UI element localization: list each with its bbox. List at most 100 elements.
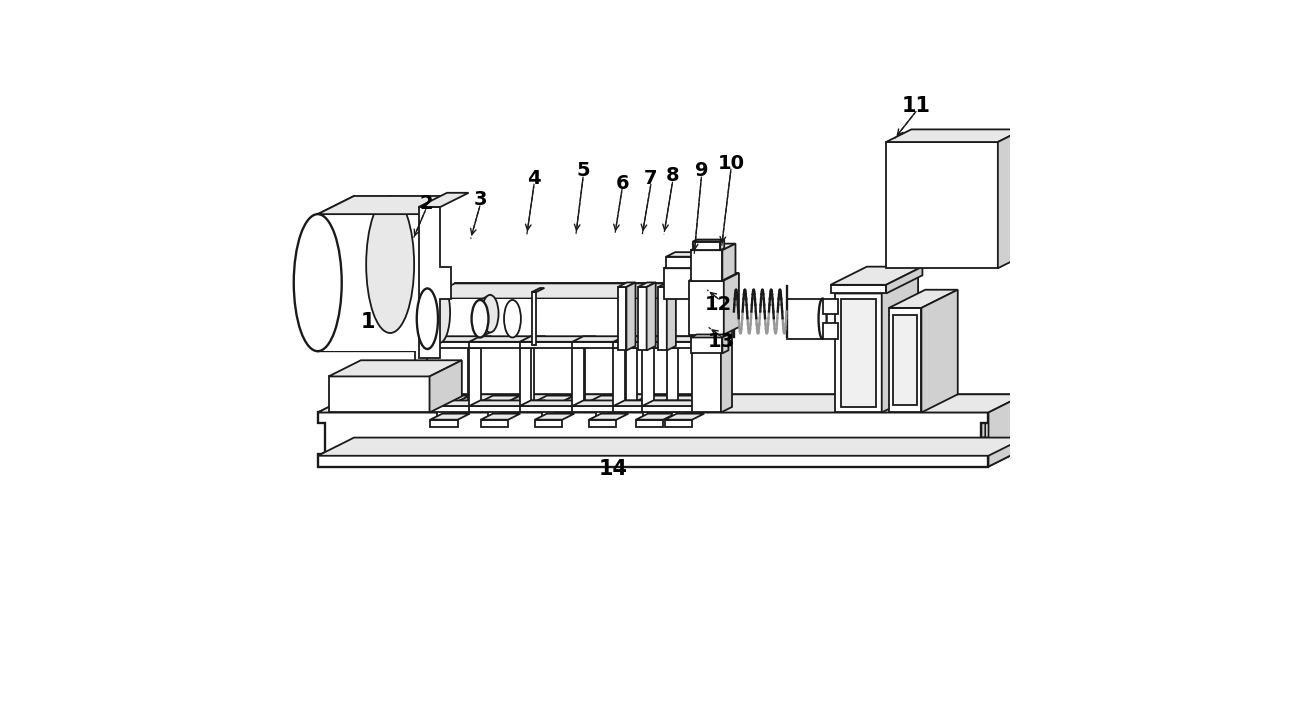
Polygon shape <box>613 336 690 342</box>
Polygon shape <box>573 348 583 406</box>
Polygon shape <box>638 282 656 287</box>
Polygon shape <box>691 244 735 251</box>
Ellipse shape <box>294 214 342 351</box>
Polygon shape <box>469 400 546 406</box>
Polygon shape <box>886 130 1024 142</box>
Bar <box>840 299 876 407</box>
Polygon shape <box>520 336 596 342</box>
Polygon shape <box>588 402 616 409</box>
Polygon shape <box>664 395 675 409</box>
Text: 2: 2 <box>420 194 433 213</box>
Polygon shape <box>425 283 731 298</box>
Polygon shape <box>690 273 739 280</box>
Polygon shape <box>535 395 574 402</box>
Polygon shape <box>562 395 574 409</box>
Bar <box>318 214 422 351</box>
Polygon shape <box>659 282 675 287</box>
Polygon shape <box>573 336 648 342</box>
Polygon shape <box>616 395 629 409</box>
Polygon shape <box>535 402 562 409</box>
Text: 3: 3 <box>473 190 487 209</box>
Polygon shape <box>694 263 705 298</box>
Polygon shape <box>329 361 462 376</box>
Polygon shape <box>573 400 648 406</box>
Polygon shape <box>647 282 656 350</box>
Ellipse shape <box>482 295 499 332</box>
Polygon shape <box>416 406 481 413</box>
Ellipse shape <box>366 196 414 333</box>
Polygon shape <box>588 420 616 427</box>
Polygon shape <box>481 395 521 402</box>
Polygon shape <box>989 395 1025 424</box>
Polygon shape <box>882 275 918 413</box>
Polygon shape <box>520 400 596 406</box>
Text: 12: 12 <box>705 295 733 313</box>
Polygon shape <box>469 336 546 342</box>
Polygon shape <box>835 275 918 293</box>
Polygon shape <box>416 336 491 342</box>
Ellipse shape <box>417 288 438 349</box>
Text: 1: 1 <box>361 312 375 332</box>
Polygon shape <box>318 395 1025 413</box>
Polygon shape <box>691 251 722 280</box>
Polygon shape <box>457 395 470 409</box>
Polygon shape <box>613 406 678 413</box>
Polygon shape <box>325 424 981 456</box>
Polygon shape <box>707 336 718 348</box>
Polygon shape <box>635 402 664 409</box>
Polygon shape <box>535 420 562 427</box>
Ellipse shape <box>504 300 521 337</box>
Polygon shape <box>481 402 508 409</box>
Polygon shape <box>692 329 733 334</box>
Polygon shape <box>989 395 1025 466</box>
Polygon shape <box>430 420 457 427</box>
Text: 6: 6 <box>616 174 629 193</box>
Bar <box>894 315 917 405</box>
Text: 13: 13 <box>708 332 735 351</box>
Polygon shape <box>481 336 491 348</box>
Polygon shape <box>664 263 705 268</box>
Text: 10: 10 <box>717 154 744 173</box>
Bar <box>618 287 626 350</box>
Polygon shape <box>678 336 690 348</box>
Polygon shape <box>318 395 1025 413</box>
Polygon shape <box>921 290 957 413</box>
Polygon shape <box>721 329 733 413</box>
Polygon shape <box>613 400 690 406</box>
Polygon shape <box>626 348 638 406</box>
Polygon shape <box>469 342 534 348</box>
Polygon shape <box>638 336 648 348</box>
Polygon shape <box>635 413 675 420</box>
Polygon shape <box>542 409 555 420</box>
Polygon shape <box>626 282 635 350</box>
Polygon shape <box>989 437 1025 466</box>
Ellipse shape <box>818 298 826 339</box>
Polygon shape <box>418 207 451 358</box>
Polygon shape <box>642 400 718 406</box>
Text: 14: 14 <box>599 459 627 479</box>
Polygon shape <box>635 395 675 402</box>
Polygon shape <box>692 242 720 251</box>
Bar <box>638 287 647 350</box>
Polygon shape <box>666 257 692 268</box>
Polygon shape <box>430 402 457 409</box>
Polygon shape <box>318 413 989 424</box>
Polygon shape <box>692 240 725 242</box>
Polygon shape <box>886 142 998 268</box>
Polygon shape <box>830 285 886 293</box>
Bar <box>533 292 536 345</box>
Polygon shape <box>573 348 585 406</box>
Polygon shape <box>534 400 546 413</box>
Bar <box>425 298 701 339</box>
Polygon shape <box>520 406 585 413</box>
Polygon shape <box>642 348 653 406</box>
Polygon shape <box>720 240 725 251</box>
Polygon shape <box>533 288 544 292</box>
Polygon shape <box>481 400 491 413</box>
Polygon shape <box>666 282 675 350</box>
Polygon shape <box>998 130 1024 268</box>
Polygon shape <box>430 413 470 420</box>
Polygon shape <box>889 308 921 413</box>
Polygon shape <box>642 406 707 413</box>
Polygon shape <box>664 268 694 298</box>
